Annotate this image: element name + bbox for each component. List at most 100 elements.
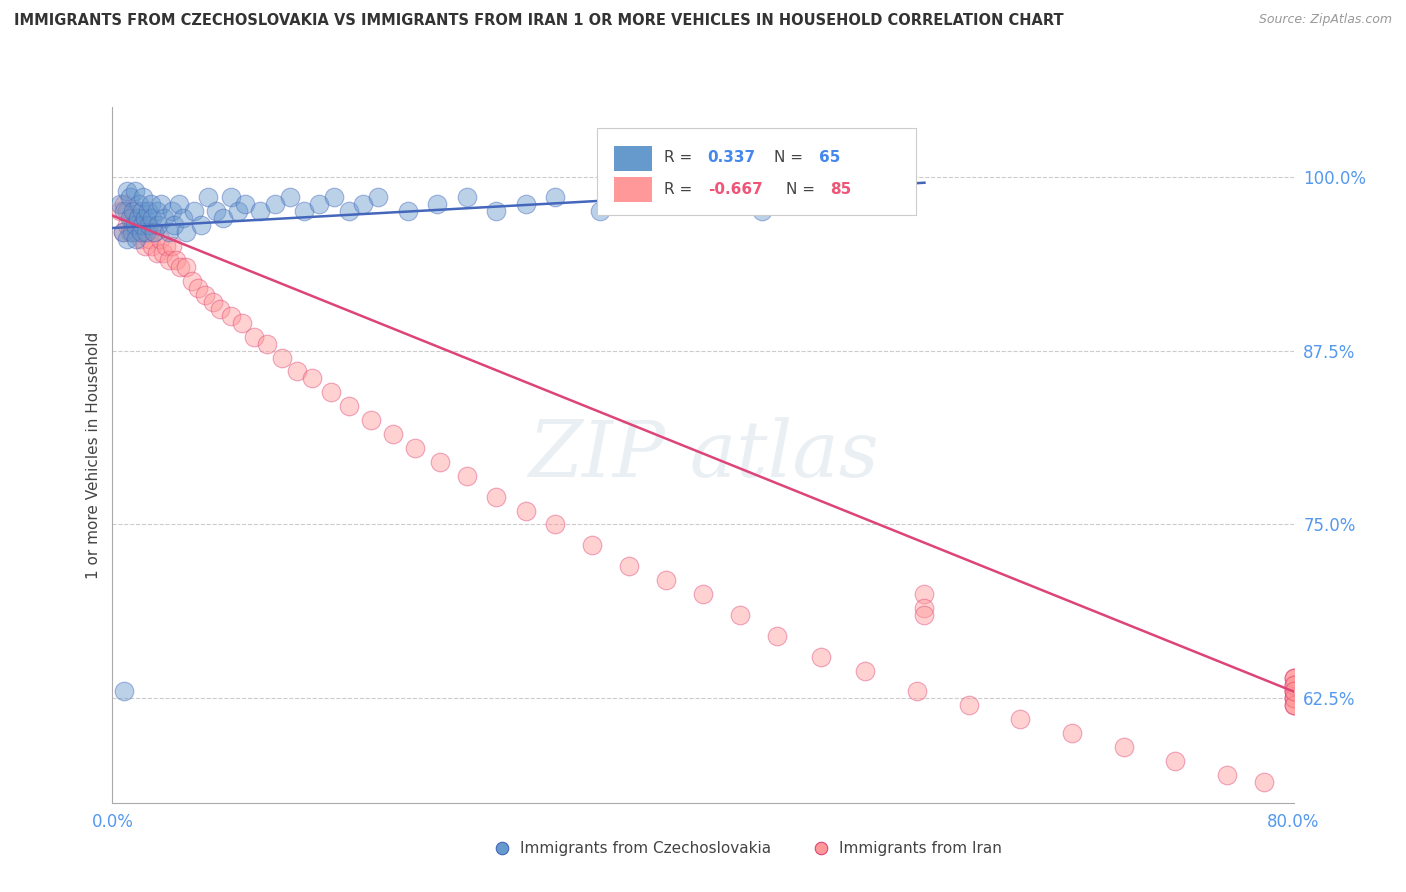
Point <box>131 219 153 233</box>
Point <box>112 684 135 698</box>
Point <box>197 190 219 204</box>
Point <box>1282 698 1305 713</box>
Point <box>127 211 149 226</box>
Point <box>914 587 936 601</box>
Point <box>404 441 426 455</box>
Point <box>692 587 714 601</box>
Point <box>219 190 242 204</box>
Point <box>396 204 419 219</box>
Point <box>1282 691 1305 706</box>
Text: 85: 85 <box>831 182 852 196</box>
Point <box>1282 671 1305 685</box>
Text: 0.337: 0.337 <box>707 151 756 165</box>
Point <box>120 190 142 204</box>
Point <box>112 204 135 219</box>
Point <box>160 239 183 253</box>
Point <box>367 190 389 204</box>
FancyBboxPatch shape <box>614 178 652 202</box>
Point <box>205 204 228 219</box>
Point <box>1282 698 1305 713</box>
Point <box>515 503 537 517</box>
Point <box>382 427 405 442</box>
Point <box>1282 684 1305 698</box>
Point <box>190 219 212 233</box>
Point <box>426 197 449 211</box>
Point <box>183 204 205 219</box>
Point <box>155 239 177 253</box>
Point <box>174 260 197 274</box>
Point <box>728 607 751 622</box>
Text: N =: N = <box>786 182 820 196</box>
Point <box>337 399 360 413</box>
Point <box>141 211 163 226</box>
Point <box>485 204 508 219</box>
Point <box>766 629 789 643</box>
Point <box>544 190 567 204</box>
Point <box>128 219 150 233</box>
Point <box>1282 677 1305 691</box>
Point <box>285 364 308 378</box>
Point <box>153 211 176 226</box>
Point <box>132 190 155 204</box>
Point <box>633 197 655 211</box>
Point <box>146 246 169 260</box>
Point <box>108 204 131 219</box>
Point <box>136 204 159 219</box>
Point <box>914 607 936 622</box>
Point <box>174 225 197 239</box>
Point <box>124 204 146 219</box>
Text: 65: 65 <box>818 151 841 165</box>
Text: N =: N = <box>773 151 807 165</box>
Text: R =: R = <box>664 151 697 165</box>
Point <box>187 281 209 295</box>
Point <box>319 385 342 400</box>
Point <box>231 316 253 330</box>
Point <box>181 274 204 288</box>
Point <box>129 225 152 239</box>
Point <box>1282 684 1305 698</box>
Point <box>128 197 150 211</box>
Point <box>692 190 714 204</box>
Point <box>352 197 374 211</box>
Point <box>301 371 323 385</box>
Point <box>588 204 610 219</box>
Point <box>194 288 217 302</box>
Point <box>111 225 134 239</box>
Point <box>169 260 191 274</box>
Point <box>148 219 170 233</box>
Point <box>117 184 138 198</box>
Point <box>165 253 187 268</box>
Text: Immigrants from Czechoslovakia: Immigrants from Czechoslovakia <box>520 840 770 855</box>
Text: Immigrants from Iran: Immigrants from Iran <box>839 840 1001 855</box>
Point <box>751 204 773 219</box>
Point <box>1164 754 1187 768</box>
Point <box>136 225 159 239</box>
Point <box>1282 677 1305 691</box>
Point <box>122 204 145 219</box>
Point <box>869 190 891 204</box>
Text: Source: ZipAtlas.com: Source: ZipAtlas.com <box>1258 13 1392 27</box>
Point <box>134 239 156 253</box>
Point <box>212 211 235 226</box>
Point <box>292 204 315 219</box>
Point <box>256 336 278 351</box>
Point <box>1282 691 1305 706</box>
Point <box>117 219 138 233</box>
Point <box>120 225 142 239</box>
Point <box>134 211 156 226</box>
Point <box>249 204 271 219</box>
Point <box>125 225 148 239</box>
Point <box>160 204 183 219</box>
Point <box>233 197 256 211</box>
Point <box>515 197 537 211</box>
Point <box>855 664 877 678</box>
Point <box>121 225 143 239</box>
Point <box>957 698 980 713</box>
Point <box>131 204 153 219</box>
Point <box>1216 768 1239 782</box>
Point <box>456 190 478 204</box>
Point <box>111 225 134 239</box>
Point <box>914 601 936 615</box>
Point <box>150 197 173 211</box>
Point <box>810 649 832 664</box>
